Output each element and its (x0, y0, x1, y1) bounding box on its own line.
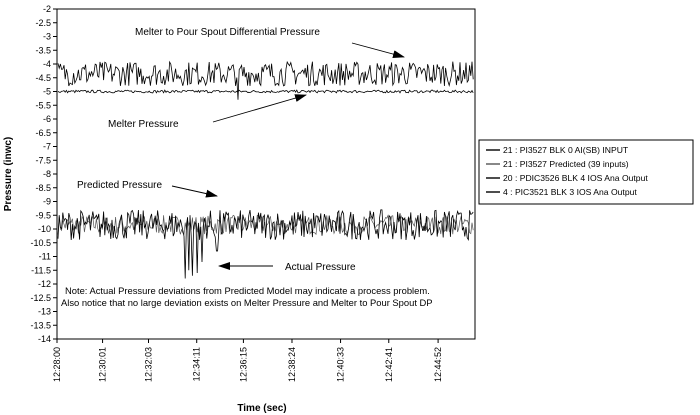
y-axis-label: Pressure (inwc) (3, 137, 14, 211)
legend: 21 : PI3527 BLK 0 AI(SB) INPUT 21 : PI35… (478, 139, 694, 205)
y-tick-label: -3.5 (35, 45, 51, 55)
legend-label: 21 : PI3527 BLK 0 AI(SB) INPUT (503, 145, 629, 155)
y-tick-label: -9.5 (35, 210, 51, 220)
series-line (57, 89, 474, 94)
x-tick-label: 12:42:41 (384, 347, 394, 382)
legend-label: 21 : PI3527 Predicted (39 inputs) (503, 159, 629, 169)
y-tick-label: -10.5 (30, 238, 51, 248)
x-axis: 12:28:00 12:30:01 12:32:03 12:34:11 12:36:15… (52, 339, 443, 382)
y-tick-label: -14 (38, 334, 51, 344)
annotation-melter-arrow (212, 94, 307, 123)
y-tick-label: -4.5 (35, 73, 51, 83)
x-tick-label: 12:36:15 (238, 347, 248, 382)
y-tick-label: -2 (43, 4, 51, 14)
y-tick-label: -10 (38, 224, 51, 234)
x-tick-label: 12:44:52 (433, 347, 443, 382)
annotation-differential-arrow (351, 42, 405, 59)
legend-entry: 20 : PDIC3526 BLK 4 IOS Ana Output (486, 173, 648, 183)
x-tick-label: 12:34:11 (192, 347, 202, 381)
y-tick-label: -2.5 (35, 18, 51, 28)
annotation-predicted-arrow (171, 185, 218, 198)
y-tick-label: -4 (43, 59, 51, 69)
y-tick-label: -5 (43, 87, 51, 97)
annotation-note-line2: Also notice that no large deviation exis… (61, 297, 433, 308)
y-tick-label: -13 (38, 307, 51, 317)
y-tick-label: -6 (43, 114, 51, 124)
y-tick-label: -11.5 (31, 265, 51, 275)
x-tick-label: 12:40:33 (336, 347, 346, 382)
legend-entry: 21 : PI3527 BLK 0 AI(SB) INPUT (486, 145, 629, 155)
y-tick-label: -7 (43, 142, 51, 152)
x-axis-label: Time (sec) (237, 403, 286, 414)
annotation-note-line1: Note: Actual Pressure deviations from Pr… (65, 285, 430, 296)
y-tick-label: -12 (38, 279, 51, 289)
legend-box (478, 139, 694, 205)
y-tick-label: -11 (39, 252, 51, 262)
y-tick-label: -8.5 (35, 183, 51, 193)
annotation-melter: Melter Pressure (108, 119, 179, 130)
y-tick-label: -9 (43, 197, 51, 207)
series-line (57, 209, 474, 279)
y-axis: -2 -2.5 -3 -3.5 -4 -4.5 -5 -5.5 -6 -6.5 -7 -7.5 -8 -8… (30, 4, 57, 344)
y-tick-label: -6.5 (35, 128, 51, 138)
y-tick-label: -7.5 (35, 155, 51, 165)
x-tick-label: 12:28:00 (52, 347, 62, 382)
legend-label: 20 : PDIC3526 BLK 4 IOS Ana Output (503, 173, 648, 183)
legend-entry: 4 : PIC3521 BLK 3 IOS Ana Output (486, 187, 637, 197)
series-line (57, 60, 474, 100)
x-tick-label: 12:32:03 (144, 347, 154, 382)
plot-area (56, 8, 476, 340)
y-tick-label: -5.5 (35, 100, 51, 110)
annotation-differential: Melter to Pour Spout Differential Pressu… (135, 27, 320, 38)
y-tick-label: -13.5 (30, 320, 51, 330)
series-layer (57, 60, 474, 279)
x-tick-label: 12:38:24 (287, 347, 297, 382)
legend-label: 4 : PIC3521 BLK 3 IOS Ana Output (503, 187, 637, 197)
y-tick-label: -3 (43, 32, 51, 42)
annotation-predicted: Predicted Pressure (77, 180, 162, 191)
x-tick-label: 12:30:01 (98, 347, 108, 382)
y-tick-label: -12.5 (30, 293, 51, 303)
y-tick-label: -8 (43, 169, 51, 179)
annotation-actual: Actual Pressure (285, 262, 356, 273)
legend-entry: 21 : PI3527 Predicted (39 inputs) (486, 159, 629, 169)
